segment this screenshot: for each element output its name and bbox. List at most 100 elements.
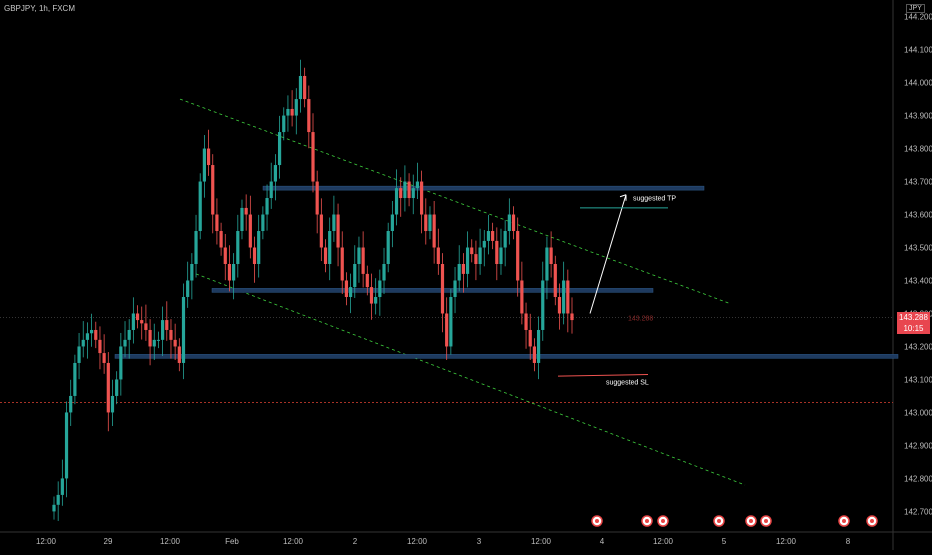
candle-body	[503, 231, 507, 248]
candle-body	[194, 231, 198, 264]
time-tick-label: 5	[722, 537, 727, 546]
economic-event-dot	[764, 519, 768, 523]
time-tick-label: 12:00	[407, 537, 428, 546]
candle-body	[440, 264, 445, 314]
candle-body	[115, 379, 119, 396]
candle-body	[445, 313, 449, 347]
candle-body	[357, 247, 361, 264]
candle-body	[56, 494, 60, 505]
candle-body	[549, 247, 553, 264]
time-tick-label: 8	[846, 537, 851, 546]
candle-body	[336, 214, 340, 248]
candle-body	[453, 280, 457, 297]
candle-body	[516, 231, 520, 281]
last-price-badge: 143.288 10:15	[897, 312, 930, 335]
candle-body	[353, 264, 357, 288]
tp-label: suggested TP	[633, 196, 676, 203]
candle-body	[332, 214, 336, 232]
candle-body	[252, 247, 257, 264]
candle-body	[94, 329, 98, 340]
tp-arrow-line	[589, 194, 627, 314]
candle-body	[491, 231, 495, 241]
candle-body	[424, 214, 428, 232]
candle-body	[69, 395, 73, 413]
sl-label: suggested SL	[606, 379, 649, 386]
candle-body	[457, 264, 461, 281]
candle-body	[52, 504, 56, 512]
candle-body	[403, 181, 407, 199]
candle-body	[407, 181, 411, 199]
candle-body	[348, 287, 353, 297]
time-tick-label: 12:00	[160, 537, 181, 546]
support-resistance-zone	[262, 185, 705, 191]
candle-body	[227, 264, 232, 281]
candle-body	[248, 214, 252, 248]
candle-body	[190, 264, 194, 281]
time-tick-label: 12:00	[653, 537, 674, 546]
candle-body	[152, 339, 156, 347]
candle-body	[474, 254, 478, 264]
price-tick-label: 143.400	[904, 276, 932, 285]
candle-body	[269, 181, 273, 199]
candle-body	[553, 264, 557, 297]
candle-body	[98, 339, 102, 354]
candle-body	[273, 165, 278, 182]
candle-body	[186, 280, 190, 297]
candle-body	[470, 247, 474, 255]
candle-body	[89, 329, 94, 334]
price-tick-label: 143.000	[904, 408, 932, 417]
candle-body	[169, 329, 173, 340]
candle-body	[85, 333, 90, 340]
candle-body	[541, 280, 545, 330]
candle-body	[244, 207, 248, 215]
symbol-label: GBPJPY, 1h, FXCM	[4, 4, 75, 13]
candle-body	[73, 362, 77, 396]
last-price-overlay: 143.288	[628, 315, 653, 322]
candle-body	[156, 339, 161, 341]
candle-body	[257, 231, 261, 264]
currency-label[interactable]: JPY	[906, 4, 925, 13]
candle-body	[282, 115, 286, 133]
candle-body	[307, 99, 311, 133]
candle-body	[177, 346, 181, 363]
candle-body	[507, 214, 511, 232]
candle-body	[482, 240, 486, 248]
candle-body	[161, 320, 165, 340]
economic-event-dot	[749, 519, 753, 523]
price-tick-label: 142.700	[904, 507, 932, 516]
candle-body	[240, 207, 244, 232]
candle-body	[236, 231, 240, 264]
time-tick-label: 2	[353, 537, 358, 546]
candle-body	[135, 313, 140, 321]
last-price-value: 143.288	[899, 313, 928, 323]
candle-body	[436, 247, 440, 264]
time-tick-label: 3	[477, 537, 482, 546]
candle-body	[144, 323, 148, 330]
candle-body	[365, 273, 369, 288]
candle-body	[119, 346, 123, 380]
candle-body	[102, 353, 106, 363]
candle-body	[206, 148, 211, 166]
price-tick-label: 144.100	[904, 46, 932, 55]
candle-body	[511, 214, 516, 232]
candle-body	[461, 264, 465, 274]
candle-body	[415, 181, 420, 189]
candle-body	[411, 188, 415, 199]
candle-body	[286, 108, 290, 116]
candle-body	[465, 247, 470, 274]
channel-upper-line	[179, 98, 731, 304]
candle-body	[265, 198, 269, 215]
candle-body	[323, 247, 328, 264]
candle-body	[382, 264, 386, 281]
candle-body	[219, 231, 223, 248]
candle-body	[140, 320, 144, 324]
time-tick-label: 12:00	[36, 537, 57, 546]
candle-body	[557, 296, 562, 314]
support-resistance-zone	[114, 354, 899, 359]
candle-body	[390, 214, 394, 232]
candle-body	[77, 346, 81, 363]
price-tick-label: 143.600	[904, 211, 932, 220]
candle-body	[570, 313, 574, 321]
